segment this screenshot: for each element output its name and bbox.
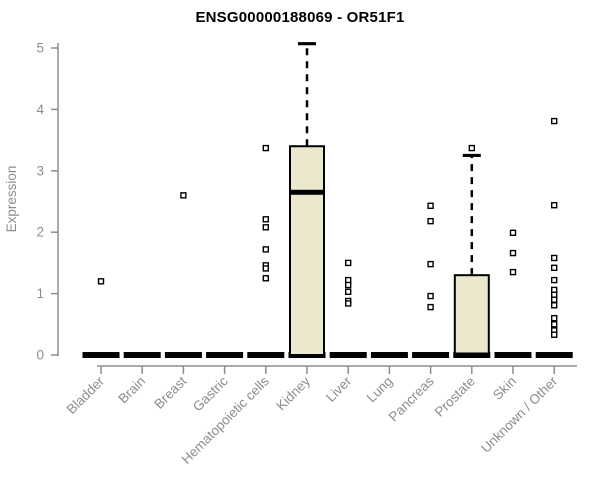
outlier-point-unknown-other (551, 321, 558, 328)
zero-bar-liver (329, 352, 367, 358)
outlier-point-skin (509, 229, 517, 237)
x-tick-label: Prostate (432, 374, 478, 420)
zero-bar-unknown-other (535, 352, 573, 358)
zero-bar-skin (494, 352, 532, 358)
outlier-point-hematopoietic-cells (262, 144, 269, 152)
zero-bar-gastric (206, 352, 244, 358)
y-tick-label: 4 (36, 102, 44, 117)
y-tick-label: 1 (36, 286, 44, 301)
y-tick-label: 5 (36, 41, 44, 56)
outlier-point-unknown-other (551, 331, 558, 338)
outlier-point-hematopoietic-cells (262, 246, 269, 253)
outlier-point-hematopoietic-cells (262, 224, 269, 231)
x-tick-label: Skin (490, 374, 519, 403)
outlier-point-unknown-other (551, 296, 558, 303)
x-tick-label: Pancreas (386, 373, 437, 424)
outlier-point-liver (345, 288, 352, 295)
box-prostate (453, 274, 490, 356)
outlier-point-liver (345, 281, 352, 289)
outlier-point-pancreas (427, 260, 434, 268)
outlier-point-unknown-other (551, 117, 558, 125)
outlier-point-unknown-other (551, 201, 558, 209)
outlier-point-liver (345, 259, 352, 267)
outlier-point-hematopoietic-cells (262, 265, 269, 272)
outlier-point-pancreas (427, 292, 434, 300)
zero-bar-pancreas (412, 352, 450, 358)
x-tick-label: Breast (151, 373, 189, 411)
outlier-point-liver (345, 300, 352, 307)
outlier-point-unknown-other (551, 254, 558, 262)
x-tick-label: Brain (115, 374, 148, 407)
outlier-point-hematopoietic-cells (262, 216, 269, 223)
outlier-point-unknown-other (551, 276, 558, 284)
zero-bar-breast (164, 352, 202, 358)
outlier-point-unknown-other (551, 314, 558, 322)
zero-bar-hematopoietic-cells (247, 352, 285, 358)
median-line-kidney (290, 189, 324, 195)
x-tick-label: Kidney (273, 373, 313, 413)
x-tick-label: Bladder (64, 373, 108, 417)
outlier-point-skin (509, 249, 517, 257)
x-tick-label: Gastric (190, 373, 231, 414)
x-tick-label: Unknown / Other (478, 373, 561, 456)
zero-bar-bladder (82, 352, 120, 358)
outlier-point-unknown-other (551, 302, 558, 309)
outlier-point-breast (180, 192, 187, 199)
x-tick-label: Lung (364, 374, 396, 406)
chart-title: ENSG00000188069 - OR51F1 (195, 9, 405, 26)
y-tick-label: 3 (36, 163, 44, 178)
outlier-point-pancreas (427, 217, 434, 225)
median-line-prostate (454, 352, 489, 358)
x-tick-label: Liver (323, 373, 355, 405)
box-kidney (289, 145, 325, 356)
outlier-point-skin (509, 268, 517, 276)
y-tick-label: 0 (36, 348, 44, 363)
outlier-point-pancreas (427, 202, 434, 209)
outlier-point-prostate (468, 144, 475, 152)
zero-bar-brain (123, 352, 161, 358)
outlier-point-bladder (97, 278, 105, 285)
outlier-point-pancreas (427, 303, 434, 311)
y-tick-label: 2 (36, 225, 44, 240)
outlier-point-unknown-other (551, 264, 558, 272)
outlier-point-hematopoietic-cells (262, 275, 269, 282)
zero-bar-lung (370, 352, 408, 358)
